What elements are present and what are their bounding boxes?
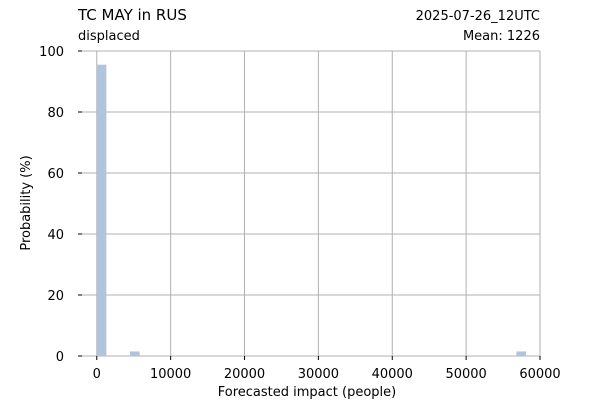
histogram-bars <box>96 64 526 356</box>
histogram-bar <box>96 64 107 356</box>
mean-label: Mean: 1226 <box>463 29 540 44</box>
x-axis-ticks: 0 10000 20000 30000 40000 50000 60000 <box>93 356 561 382</box>
forecast-date-label: 2025-07-26_12UTC <box>416 9 540 24</box>
y-tick-label: 40 <box>47 228 64 243</box>
y-tick-label: 80 <box>47 106 64 121</box>
x-tick-label: 50000 <box>445 367 486 382</box>
gridlines <box>82 50 541 357</box>
x-tick-label: 60000 <box>519 367 560 382</box>
histogram-bar <box>130 351 140 356</box>
y-axis-label: Probability (%) <box>19 155 34 250</box>
x-tick-label: 20000 <box>224 367 265 382</box>
histogram-bar <box>516 351 526 356</box>
y-tick-label: 20 <box>47 289 64 304</box>
x-tick-label: 30000 <box>298 367 339 382</box>
y-tick-label: 100 <box>39 45 64 60</box>
chart-subtitle: displaced <box>78 29 140 44</box>
x-tick-label: 10000 <box>150 367 191 382</box>
y-tick-label: 60 <box>47 167 64 182</box>
y-axis-ticks: 0 20 40 60 80 100 <box>39 45 82 365</box>
chart-title: TC MAY in RUS <box>77 6 187 24</box>
x-axis-label: Forecasted impact (people) <box>218 385 396 400</box>
x-tick-label: 40000 <box>372 367 413 382</box>
x-tick-label: 0 <box>93 367 101 382</box>
y-tick-label: 0 <box>56 350 64 365</box>
